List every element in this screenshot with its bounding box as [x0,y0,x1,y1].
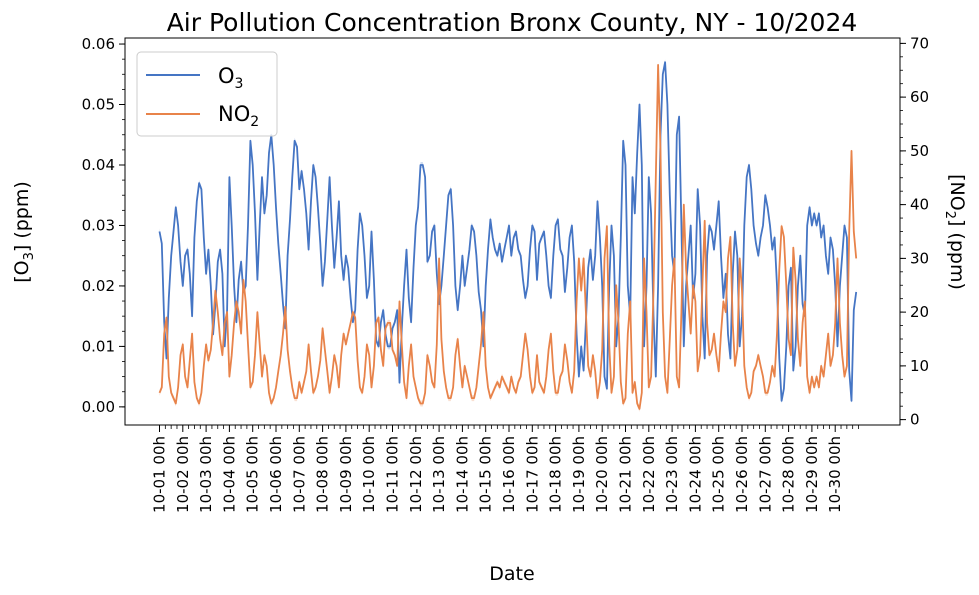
y-left-tick-label: 0.01 [82,337,115,355]
x-tick-label: 10-24 00h [686,436,704,513]
x-axis-title: Date [489,563,534,585]
x-tick-label: 10-21 00h [617,436,635,513]
legend: O3 NO2 [136,51,278,137]
x-tick-label: 10-03 00h [197,436,215,513]
series-line-0 [158,61,858,402]
y-right-tick-label: 20 [910,303,929,321]
x-tick-label: 10-30 00h [826,436,844,513]
x-tick-label: 10-18 00h [547,436,565,513]
x-tick-label: 10-28 00h [780,436,798,513]
y-left-tick-label: 0.00 [82,398,115,416]
y-right-tick-label: 70 [910,34,929,52]
y-right-tick-label: 60 [910,88,929,106]
y-left-tick-label: 0.02 [82,277,115,295]
x-tick-label: 10-10 00h [360,436,378,513]
chart-title: Air Pollution Concentration Bronx County… [167,8,858,37]
x-tick-label: 10-06 00h [267,436,285,513]
x-tick-label: 10-09 00h [337,436,355,513]
x-tick-label: 10-04 00h [220,436,238,513]
y-right-tick-label: 30 [910,249,929,267]
y-right-tick-label: 0 [910,411,920,429]
x-tick-label: 10-29 00h [803,436,821,513]
x-tick-label: 10-16 00h [500,436,518,513]
x-tick-label: 10-17 00h [523,436,541,513]
x-tick-label: 10-20 00h [593,436,611,513]
y-left-tick-label: 0.04 [82,156,115,174]
x-tick-label: 10-01 00h [151,436,169,513]
y-right-axis-title: [NO2] (ppm) [942,174,968,290]
x-tick-label: 10-15 00h [477,436,495,513]
y-right-tick-label: 50 [910,142,929,160]
y-left-tick-label: 0.05 [82,96,115,114]
legend-label-no2: NO2 [218,102,259,130]
x-tick-label: 10-07 00h [290,436,308,513]
x-tick-label: 10-25 00h [710,436,728,513]
x-tick-label: 10-12 00h [407,436,425,513]
x-tick-label: 10-13 00h [430,436,448,513]
series-line-1 [158,64,858,410]
x-tick-label: 10-22 00h [640,436,658,513]
y-left-axis-title: [O3] (ppm) [11,181,37,283]
y-left-tick-label: 0.03 [82,216,115,234]
x-tick-label: 10-27 00h [756,436,774,513]
legend-label-o3: O3 [218,64,243,92]
x-tick-label: 10-23 00h [663,436,681,513]
x-tick-label: 10-26 00h [733,436,751,513]
y-right-tick-label: 10 [910,357,929,375]
x-tick-label: 10-05 00h [244,436,262,513]
y-right-tick-label: 40 [910,196,929,214]
x-tick-label: 10-14 00h [453,436,471,513]
x-tick-label: 10-08 00h [314,436,332,513]
x-tick-label: 10-02 00h [174,436,192,513]
y-left-tick-label: 0.06 [82,35,115,53]
x-tick-label: 10-19 00h [570,436,588,513]
x-tick-label: 10-11 00h [384,436,402,513]
